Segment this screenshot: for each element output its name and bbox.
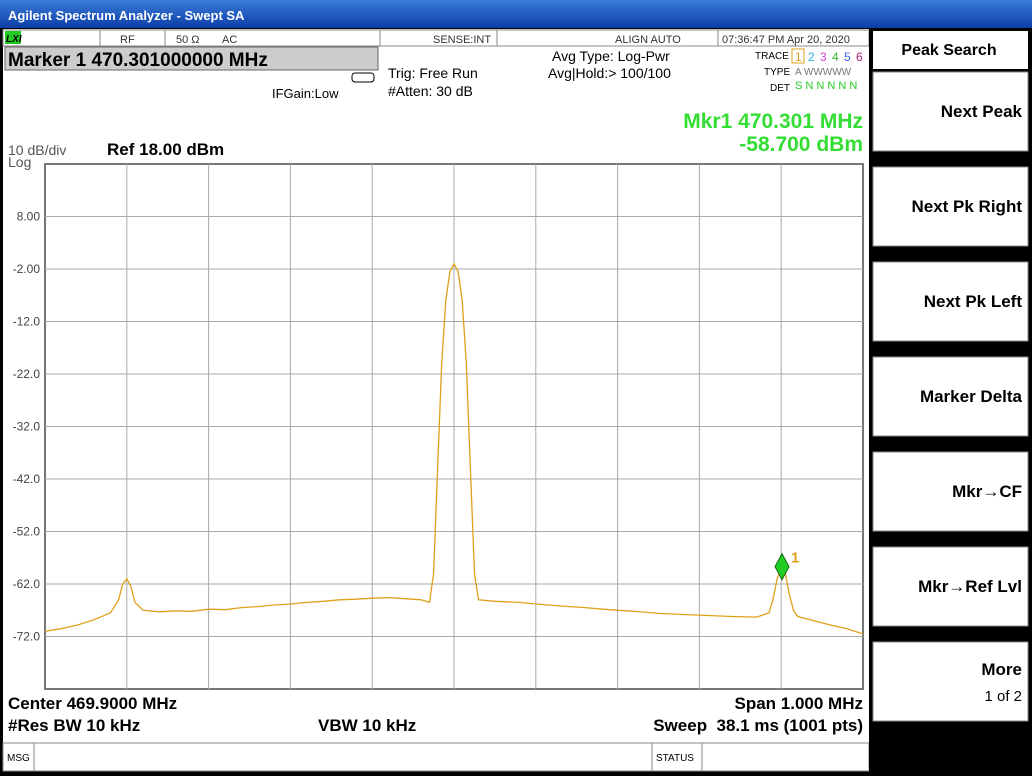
trace-number: 6 — [856, 50, 863, 64]
title-bar — [0, 0, 1032, 28]
softkey-button[interactable] — [872, 546, 1029, 627]
softkey[interactable]: Next Pk Left — [872, 261, 1029, 342]
y-tick-label: -12.0 — [13, 315, 41, 329]
softkey[interactable]: Mkr→Ref Lvl — [872, 546, 1029, 627]
marker-label: 1 — [791, 550, 799, 567]
y-tick-label: -32.0 — [13, 420, 41, 434]
det-label: DET — [770, 83, 790, 94]
softkeys: Next Peak Next Pk Right Next Pk Left Marker… — [872, 71, 1029, 722]
lxi-logo-box — [5, 31, 21, 44]
trace-number: 2 — [808, 50, 815, 64]
softkey-page[interactable]: 1 of 2 — [984, 688, 1022, 705]
softkey-button[interactable] — [872, 356, 1029, 437]
msg-label: MSG — [7, 753, 30, 764]
scale-mode: Log — [8, 154, 31, 170]
marker-diamond — [774, 552, 790, 581]
softkey-label[interactable]: Next Peak — [941, 102, 1023, 121]
trace-number: 1 — [795, 50, 802, 64]
datetime: 07:36:47 PM Apr 20, 2020 — [722, 34, 850, 46]
sense: SENSE:INT — [433, 34, 491, 46]
scale-per-div: 10 dB/div — [8, 142, 66, 158]
ref-level: Ref 18.00 dBm — [107, 140, 224, 159]
y-tick-label: -72.0 — [13, 630, 41, 644]
marker-amplitude: -58.700 dBm — [739, 133, 863, 156]
vbw: VBW 10 kHz — [318, 716, 416, 735]
active-trace-box — [791, 48, 805, 64]
softkey-button[interactable] — [872, 261, 1029, 342]
softkey-label[interactable]: More — [981, 660, 1022, 679]
marker-frequency: Mkr1 470.301 MHz — [683, 110, 863, 133]
y-tick-label: -2.00 — [13, 262, 41, 276]
plot: 8.00 -2.00 -12.0 -22.0 -32.0 -42.0 -52.0 -62.0 -… — [13, 163, 864, 690]
softkey-title: Peak Search — [901, 42, 996, 59]
avg-type: Avg Type: Log-Pwr — [552, 48, 670, 64]
trig-icon — [351, 72, 375, 83]
attenuation: #Atten: 30 dB — [388, 83, 473, 99]
marker-setting: Marker 1 470.301000000 MHz — [8, 50, 268, 71]
type-values: A WWWWW — [795, 67, 852, 78]
sweep: Sweep 38.1 ms (1001 pts) — [653, 716, 863, 735]
trace-number: 5 — [844, 50, 851, 64]
status-label: STATUS — [656, 753, 694, 764]
y-tick-label: -42.0 — [13, 472, 41, 486]
rf-label: RF — [120, 34, 135, 46]
trigger: Trig: Free Run — [388, 65, 478, 81]
y-tick-label: -22.0 — [13, 367, 41, 381]
softkey-button[interactable] — [872, 641, 1029, 722]
y-tick-label: 8.00 — [17, 210, 41, 224]
softkey-label[interactable]: Mkr→Ref Lvl — [918, 577, 1022, 596]
marker-setting-box — [4, 46, 379, 71]
type-label: TYPE — [764, 67, 790, 78]
align: ALIGN AUTO — [615, 34, 681, 46]
lxi-logo: LXI — [6, 34, 22, 45]
softkey[interactable]: More 1 of 2 — [872, 641, 1029, 722]
message-bar — [2, 742, 870, 772]
softkey-button[interactable] — [872, 71, 1029, 152]
softkey-label[interactable]: Marker Delta — [920, 387, 1023, 406]
window-title: Agilent Spectrum Analyzer - Swept SA — [8, 8, 245, 23]
softkey-label[interactable]: Next Pk Left — [924, 292, 1023, 311]
trace — [44, 262, 864, 635]
softkey[interactable]: Next Peak — [872, 71, 1029, 152]
span: Span 1.000 MHz — [735, 694, 864, 713]
softkey[interactable]: Next Pk Right — [872, 166, 1029, 247]
if-gain: IFGain:Low — [272, 86, 339, 101]
center-frequency: Center 469.9000 MHz — [8, 694, 177, 713]
impedance: 50 Ω — [176, 34, 200, 46]
softkey-label[interactable]: Mkr→CF — [952, 482, 1022, 501]
det-values: S N N N N N — [795, 80, 857, 92]
softkey-button[interactable] — [872, 451, 1029, 532]
res-bw: #Res BW 10 kHz — [8, 716, 140, 735]
trace-number: 3 — [820, 50, 827, 64]
avg-hold: Avg|Hold:> 100/100 — [548, 65, 671, 81]
softkey-title-box — [873, 31, 1028, 69]
softkey-label[interactable]: Next Pk Right — [911, 197, 1022, 216]
softkey[interactable]: Mkr→CF — [872, 451, 1029, 532]
y-tick-label: -52.0 — [13, 525, 41, 539]
y-tick-label: -62.0 — [13, 577, 41, 591]
coupling: AC — [222, 34, 237, 46]
trace-label: TRACE — [755, 51, 789, 62]
trace-number: 4 — [832, 50, 839, 64]
softkey[interactable]: Marker Delta — [872, 356, 1029, 437]
softkey-button[interactable] — [872, 166, 1029, 247]
